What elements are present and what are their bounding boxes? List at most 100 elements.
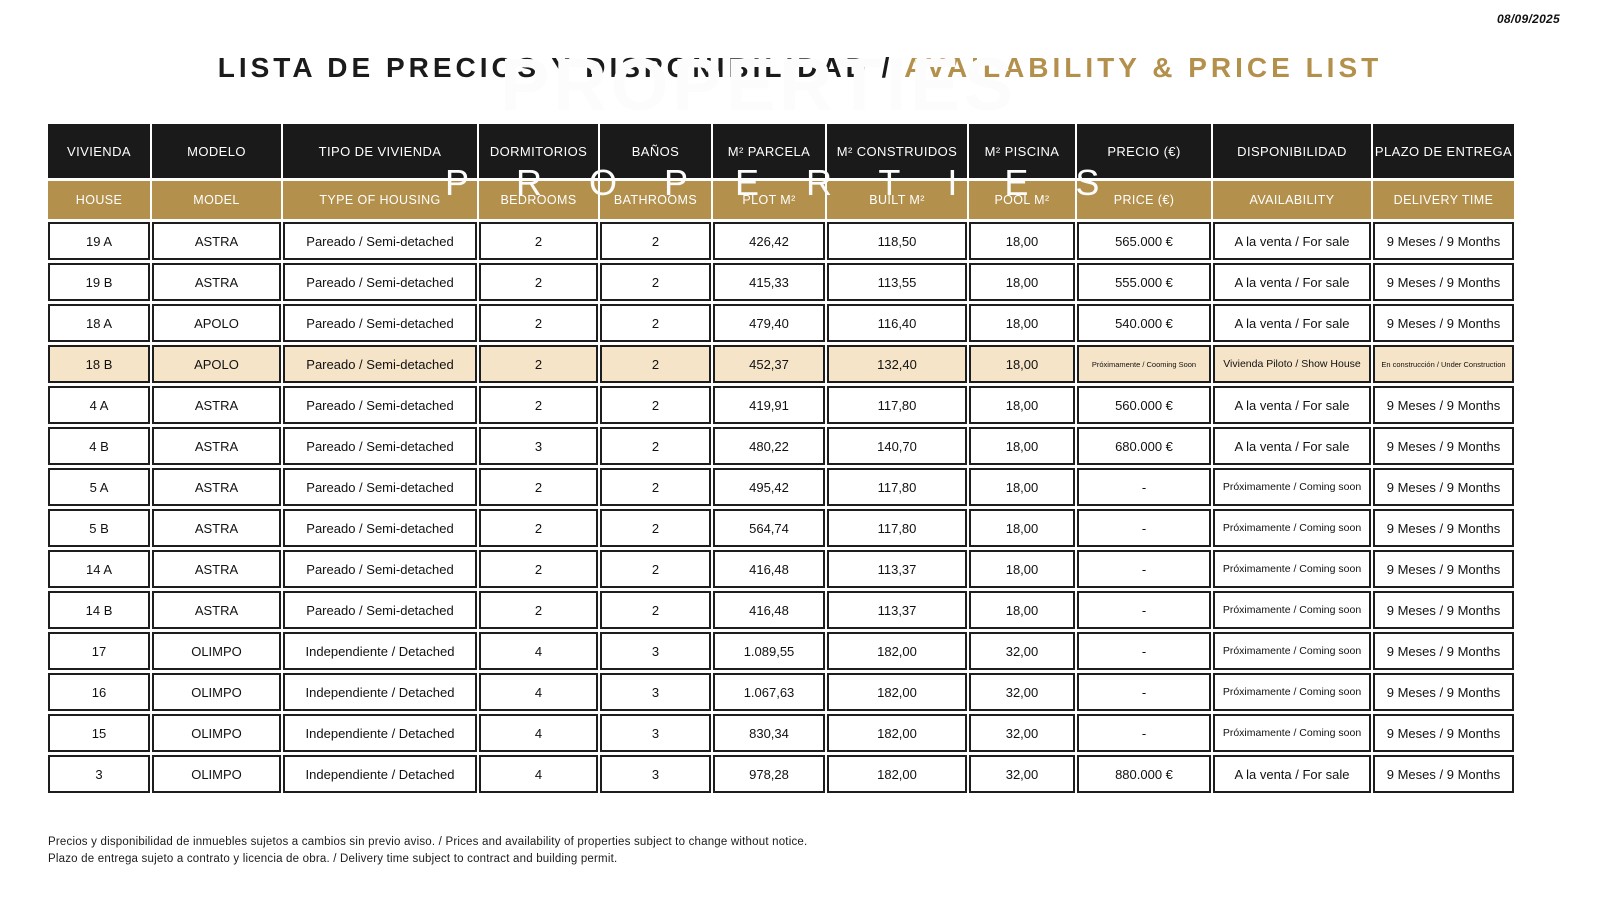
cell-type: Pareado / Semi-detached bbox=[283, 386, 477, 424]
cell-built: 117,80 bbox=[827, 509, 967, 547]
cell-bedrooms: 2 bbox=[479, 468, 598, 506]
cell-built: 117,80 bbox=[827, 468, 967, 506]
cell-price: - bbox=[1077, 468, 1211, 506]
footer-note-delivery: Plazo de entrega sujeto a contrato y lic… bbox=[48, 853, 618, 865]
cell-price: 565.000 € bbox=[1077, 222, 1211, 260]
cell-bedrooms: 2 bbox=[479, 591, 598, 629]
cell-bedrooms: 4 bbox=[479, 755, 598, 793]
cell-availability: A la venta / For sale bbox=[1213, 386, 1371, 424]
header-es-plot: M² PARCELA bbox=[713, 124, 825, 178]
cell-delivery: 9 Meses / 9 Months bbox=[1373, 632, 1514, 670]
cell-model: ASTRA bbox=[152, 222, 281, 260]
cell-plot: 415,33 bbox=[713, 263, 825, 301]
cell-plot: 416,48 bbox=[713, 591, 825, 629]
cell-price: - bbox=[1077, 714, 1211, 752]
cell-bathrooms: 3 bbox=[600, 714, 711, 752]
cell-type: Independiente / Detached bbox=[283, 755, 477, 793]
cell-bedrooms: 2 bbox=[479, 550, 598, 588]
header-en-pool: POOL M² bbox=[969, 181, 1075, 219]
cell-bedrooms: 4 bbox=[479, 714, 598, 752]
cell-bathrooms: 3 bbox=[600, 632, 711, 670]
cell-pool: 18,00 bbox=[969, 222, 1075, 260]
cell-built: 140,70 bbox=[827, 427, 967, 465]
cell-delivery: En construcción / Under Construction bbox=[1373, 345, 1514, 383]
cell-plot: 452,37 bbox=[713, 345, 825, 383]
cell-type: Pareado / Semi-detached bbox=[283, 222, 477, 260]
header-es-house: VIVIENDA bbox=[48, 124, 150, 178]
header-en-model: MODEL bbox=[152, 181, 281, 219]
cell-bedrooms: 2 bbox=[479, 386, 598, 424]
header-es-price: PRECIO (€) bbox=[1077, 124, 1211, 178]
cell-pool: 18,00 bbox=[969, 509, 1075, 547]
cell-built: 118,50 bbox=[827, 222, 967, 260]
header-es-type: TIPO DE VIVIENDA bbox=[283, 124, 477, 178]
cell-house: 14 B bbox=[48, 591, 150, 629]
cell-bathrooms: 2 bbox=[600, 263, 711, 301]
header-en-bedrooms: BEDROOMS bbox=[479, 181, 598, 219]
table-row: 17 OLIMPO Independiente / Detached 4 3 1.089,… bbox=[48, 632, 1516, 670]
cell-type: Independiente / Detached bbox=[283, 714, 477, 752]
table-row: VIVIENDA MODELO TIPO DE VIVIENDA DORMITORIO… bbox=[48, 124, 1516, 178]
cell-built: 182,00 bbox=[827, 714, 967, 752]
table-row: 18 B APOLO Pareado / Semi-detached 2 2 452,37… bbox=[48, 345, 1516, 383]
cell-availability: Próximamente / Coming soon bbox=[1213, 468, 1371, 506]
cell-model: APOLO bbox=[152, 304, 281, 342]
cell-house: 4 B bbox=[48, 427, 150, 465]
cell-plot: 1.067,63 bbox=[713, 673, 825, 711]
header-en-availability: AVAILABILITY bbox=[1213, 181, 1371, 219]
cell-bathrooms: 2 bbox=[600, 550, 711, 588]
cell-plot: 480,22 bbox=[713, 427, 825, 465]
cell-bedrooms: 2 bbox=[479, 345, 598, 383]
cell-price: - bbox=[1077, 673, 1211, 711]
cell-availability: Vivienda Piloto / Show House bbox=[1213, 345, 1371, 383]
cell-bedrooms: 3 bbox=[479, 427, 598, 465]
cell-built: 132,40 bbox=[827, 345, 967, 383]
cell-pool: 18,00 bbox=[969, 345, 1075, 383]
cell-house: 17 bbox=[48, 632, 150, 670]
table-row: 4 B ASTRA Pareado / Semi-detached 3 2 480,22 1… bbox=[48, 427, 1516, 465]
header-en-plot: PLOT M² bbox=[713, 181, 825, 219]
cell-model: OLIMPO bbox=[152, 632, 281, 670]
cell-delivery: 9 Meses / 9 Months bbox=[1373, 468, 1514, 506]
cell-type: Pareado / Semi-detached bbox=[283, 427, 477, 465]
cell-house: 18 A bbox=[48, 304, 150, 342]
cell-bedrooms: 2 bbox=[479, 222, 598, 260]
cell-delivery: 9 Meses / 9 Months bbox=[1373, 755, 1514, 793]
cell-price: 560.000 € bbox=[1077, 386, 1211, 424]
cell-house: 3 bbox=[48, 755, 150, 793]
table-row: 19 B ASTRA Pareado / Semi-detached 2 2 415,33… bbox=[48, 263, 1516, 301]
cell-plot: 416,48 bbox=[713, 550, 825, 588]
header-es-built: M² CONSTRUIDOS bbox=[827, 124, 967, 178]
cell-availability: Próximamente / Coming soon bbox=[1213, 550, 1371, 588]
cell-delivery: 9 Meses / 9 Months bbox=[1373, 304, 1514, 342]
cell-house: 19 A bbox=[48, 222, 150, 260]
cell-bedrooms: 4 bbox=[479, 632, 598, 670]
cell-price: - bbox=[1077, 509, 1211, 547]
cell-type: Pareado / Semi-detached bbox=[283, 345, 477, 383]
cell-price: 555.000 € bbox=[1077, 263, 1211, 301]
cell-pool: 18,00 bbox=[969, 591, 1075, 629]
cell-pool: 32,00 bbox=[969, 632, 1075, 670]
cell-pool: 18,00 bbox=[969, 304, 1075, 342]
header-en-bathrooms: BATHROOMS bbox=[600, 181, 711, 219]
cell-plot: 419,91 bbox=[713, 386, 825, 424]
cell-price: 680.000 € bbox=[1077, 427, 1211, 465]
table-row: HOUSE MODEL TYPE OF HOUSING BEDROOMS BATHROO… bbox=[48, 181, 1516, 219]
cell-plot: 830,34 bbox=[713, 714, 825, 752]
cell-delivery: 9 Meses / 9 Months bbox=[1373, 509, 1514, 547]
cell-price: Próximamente / Cooming Soon bbox=[1077, 345, 1211, 383]
cell-house: 16 bbox=[48, 673, 150, 711]
title-english: AVAILABILITY & PRICE LIST bbox=[904, 52, 1383, 83]
footer-notes: Precios y disponibilidad de inmuebles su… bbox=[48, 834, 807, 868]
cell-availability: A la venta / For sale bbox=[1213, 263, 1371, 301]
cell-pool: 18,00 bbox=[969, 263, 1075, 301]
cell-pool: 32,00 bbox=[969, 714, 1075, 752]
footer-note-prices: Precios y disponibilidad de inmuebles su… bbox=[48, 836, 808, 848]
header-es-pool: M² PISCINA bbox=[969, 124, 1075, 178]
cell-type: Pareado / Semi-detached bbox=[283, 509, 477, 547]
cell-price: 880.000 € bbox=[1077, 755, 1211, 793]
cell-delivery: 9 Meses / 9 Months bbox=[1373, 591, 1514, 629]
header-es-model: MODELO bbox=[152, 124, 281, 178]
cell-model: OLIMPO bbox=[152, 755, 281, 793]
